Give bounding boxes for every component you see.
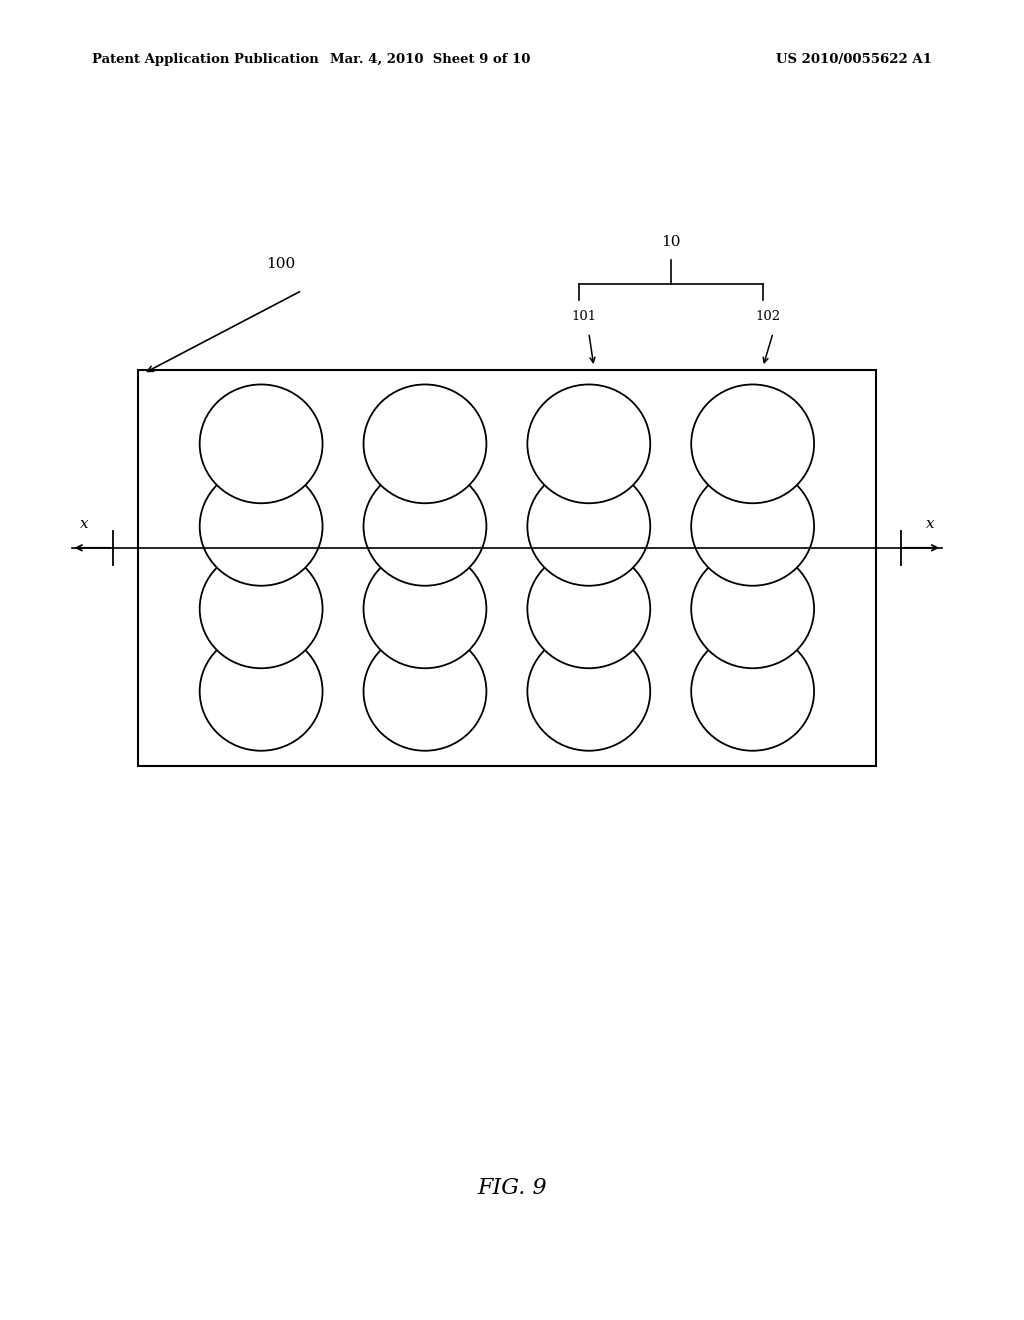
Bar: [138, 370, 876, 766]
Ellipse shape: [527, 632, 650, 751]
Text: x: x: [80, 517, 88, 531]
Ellipse shape: [200, 549, 323, 668]
Ellipse shape: [527, 384, 650, 503]
Ellipse shape: [364, 467, 486, 586]
Ellipse shape: [364, 384, 486, 503]
Ellipse shape: [691, 632, 814, 751]
Text: US 2010/0055622 A1: US 2010/0055622 A1: [776, 53, 932, 66]
Ellipse shape: [527, 467, 650, 586]
Ellipse shape: [364, 549, 486, 668]
Ellipse shape: [200, 632, 323, 751]
Ellipse shape: [527, 549, 650, 668]
Ellipse shape: [691, 467, 814, 586]
Text: x: x: [926, 517, 934, 531]
Text: FIG. 9: FIG. 9: [477, 1177, 547, 1199]
Ellipse shape: [200, 384, 323, 503]
Ellipse shape: [200, 467, 323, 586]
Text: 102: 102: [756, 310, 780, 323]
Text: Mar. 4, 2010  Sheet 9 of 10: Mar. 4, 2010 Sheet 9 of 10: [330, 53, 530, 66]
Text: 10: 10: [660, 235, 681, 249]
Ellipse shape: [364, 632, 486, 751]
Text: 101: 101: [571, 310, 596, 323]
Ellipse shape: [691, 549, 814, 668]
Text: Patent Application Publication: Patent Application Publication: [92, 53, 318, 66]
Text: 100: 100: [266, 257, 296, 271]
Ellipse shape: [691, 384, 814, 503]
